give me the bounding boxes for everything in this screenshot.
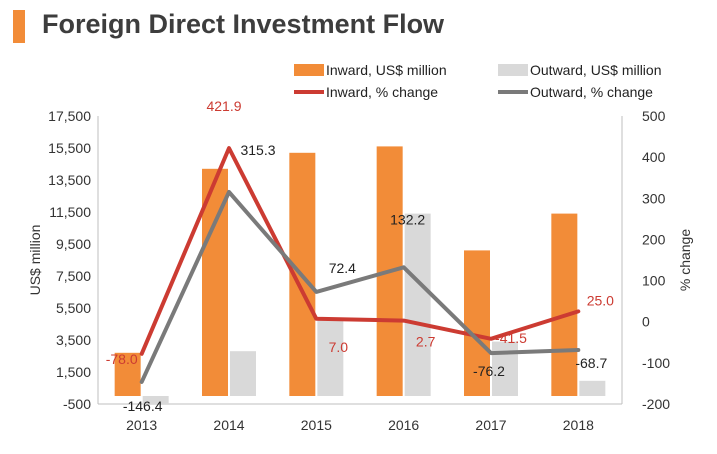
chart-title: Foreign Direct Investment Flow (42, 9, 445, 39)
y2-tick-label: 100 (642, 273, 666, 289)
legend-inward-bar-swatch (294, 64, 324, 76)
lines (139, 146, 581, 384)
y-axis-title: US$ million (27, 225, 43, 296)
legend-inward-line-label: Inward, % change (326, 84, 438, 100)
title-accent-bar (13, 10, 25, 43)
y-tick-label: 9,500 (56, 236, 91, 252)
inward-pct-label: 421.9 (206, 98, 241, 114)
outward-pct-label: 72.4 (329, 260, 356, 276)
y-tick-label: 11,500 (49, 204, 91, 220)
legend: Inward, US$ million Outward, US$ million I… (294, 62, 662, 100)
outward-bar (317, 317, 344, 396)
y-tick-label: 1,500 (56, 364, 91, 380)
outward-pct-label: 132.2 (390, 211, 425, 227)
x-tick-label: 2015 (301, 417, 332, 433)
inward-pct-label: 25.0 (587, 292, 614, 308)
outward-bar (579, 380, 606, 396)
y2-tick-label: 500 (642, 108, 666, 124)
bars (114, 146, 606, 404)
outward-pct-label: 315.3 (240, 142, 275, 158)
inward-bar (464, 250, 490, 396)
y2-tick-label: -200 (642, 396, 670, 412)
y-tick-label: 13,500 (48, 172, 91, 188)
outward-bar (404, 213, 431, 396)
y-tick-label: 3,500 (56, 332, 91, 348)
outward-pct-line (139, 190, 581, 384)
inward-pct-label: 2.7 (416, 334, 436, 350)
y-tick-label: 17,500 (48, 108, 91, 124)
outward-pct-label: -146.4 (123, 398, 163, 414)
y-tick-label: -500 (63, 396, 91, 412)
x-tick-label: 2016 (388, 417, 419, 433)
inward-pct-label: -78.0 (106, 351, 138, 367)
y2-tick-label: -100 (642, 355, 670, 371)
y2-tick-label: 0 (642, 314, 650, 330)
legend-outward-bar-label: Outward, US$ million (530, 62, 662, 78)
y-tick-label: 5,500 (56, 300, 91, 316)
data-labels: -78.0 421.9 7.0 2.7 -41.5 25.0 -146.4 315.3 72.4… (106, 98, 614, 414)
legend-outward-line-label: Outward, % change (530, 84, 653, 100)
y2-axis-title: % change (677, 229, 693, 291)
legend-inward-bar-label: Inward, US$ million (326, 62, 447, 78)
inward-pct-label: -41.5 (495, 330, 527, 346)
inward-bar (114, 352, 141, 396)
x-tick-label: 2017 (475, 417, 506, 433)
inward-pct-label: 7.0 (329, 339, 349, 355)
outward-pct-label: -68.7 (575, 355, 607, 371)
x-tick-label: 2014 (213, 417, 244, 433)
outward-bar (230, 351, 256, 396)
y-tick-label: 7,500 (56, 268, 91, 284)
x-tick-label: 2018 (563, 417, 594, 433)
outward-pct-label: -76.2 (473, 363, 505, 379)
y2-tick-label: 200 (642, 231, 666, 247)
axes: 17,500 15,500 13,500 11,500 9,500 7,500 5,500 3… (27, 108, 693, 433)
y-tick-label: 15,500 (48, 140, 91, 156)
y2-tick-label: 300 (642, 190, 666, 206)
legend-outward-bar-swatch (498, 64, 528, 76)
y2-tick-label: 400 (642, 149, 666, 165)
x-tick-label: 2013 (126, 417, 157, 433)
inward-pct-line (139, 146, 581, 356)
outward-bar (142, 396, 169, 404)
inward-bar (551, 213, 578, 396)
